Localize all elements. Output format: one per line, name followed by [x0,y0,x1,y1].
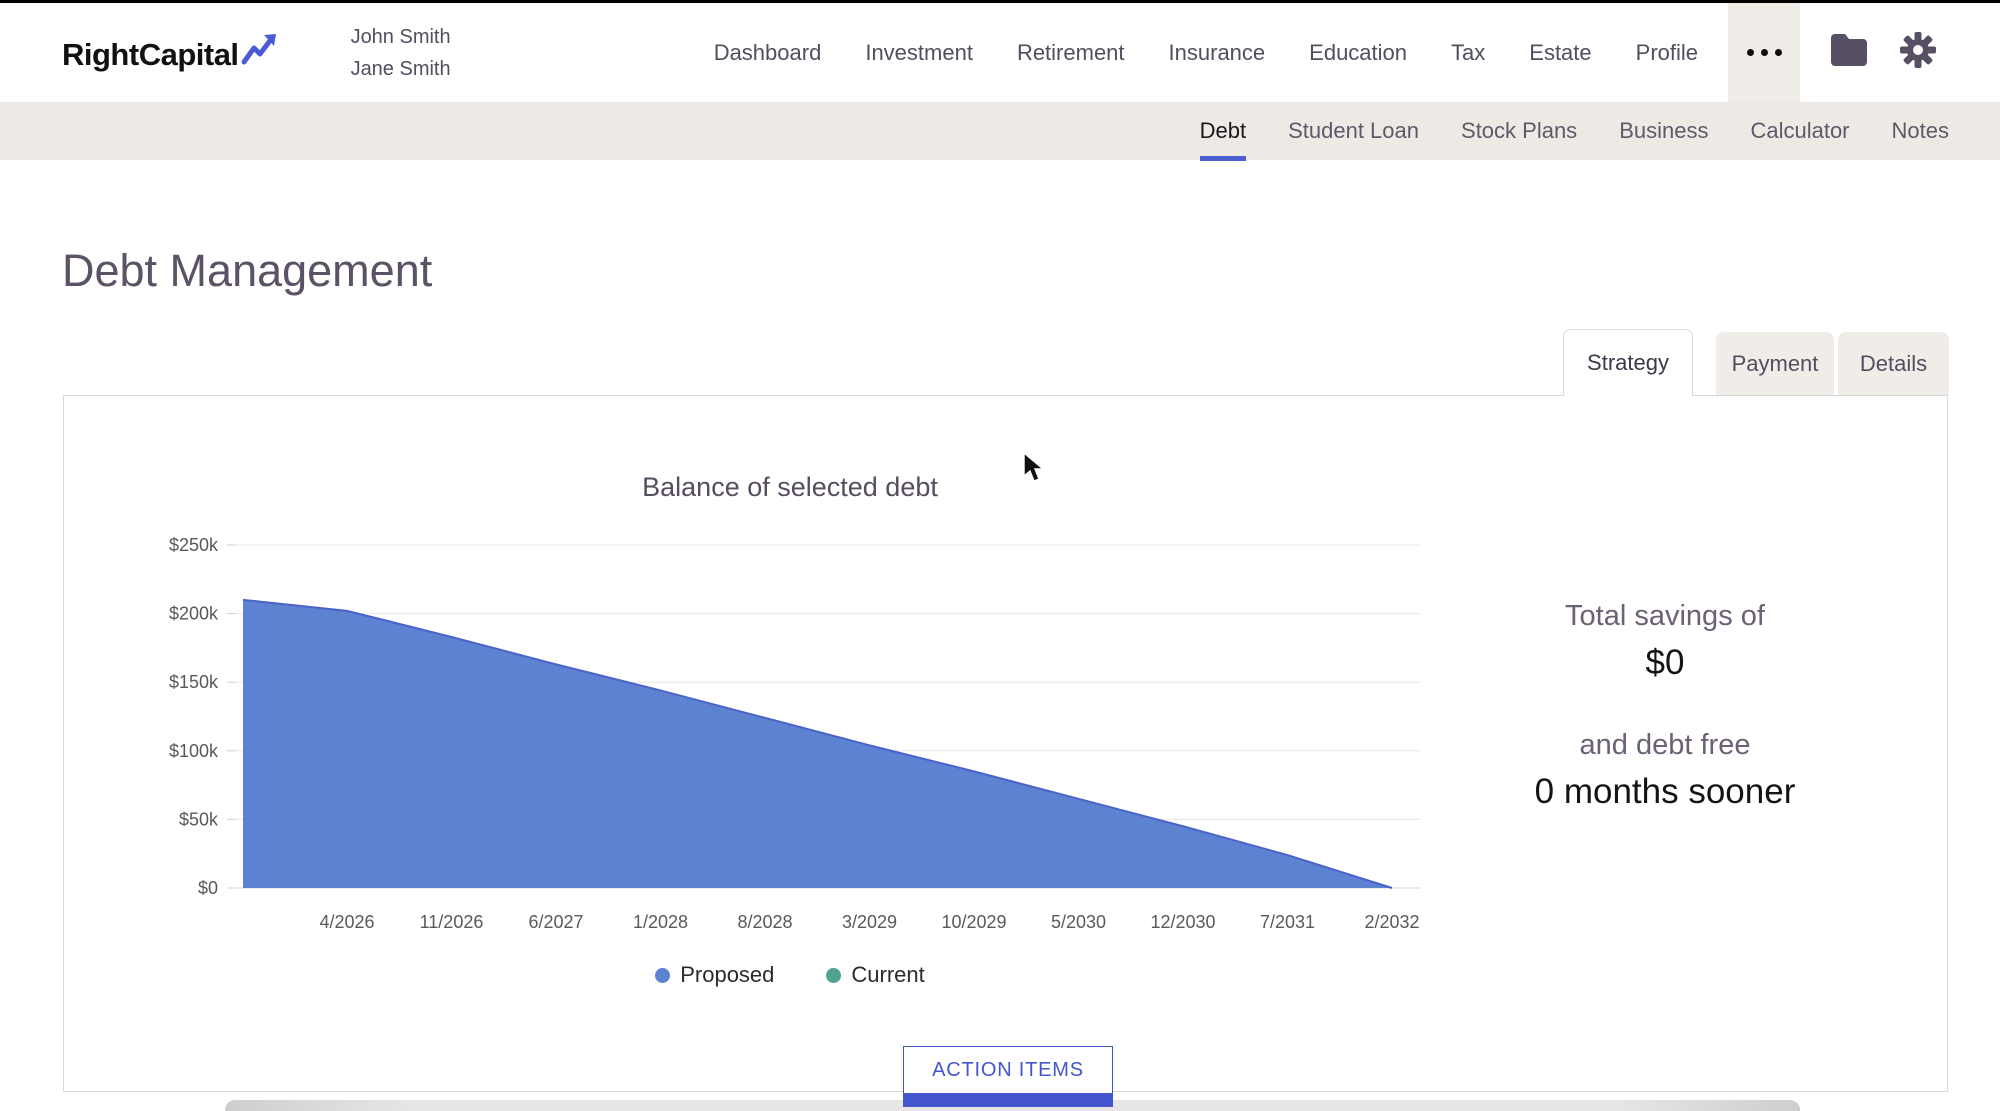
subnav-item-notes[interactable]: Notes [1891,118,1949,143]
summary-months: 0 months sooner [1534,772,1796,811]
legend-item-proposed[interactable]: Proposed [655,962,774,988]
savings-summary: Total savings of $0 and debt free 0 mont… [1440,600,1890,812]
trend-up-arrow-icon [241,32,279,71]
gear-icon [1898,30,1938,75]
rightcapital-logo[interactable]: RightCapital [62,32,279,73]
nav-item-estate[interactable]: Estate [1529,39,1592,65]
svg-text:6/2027: 6/2027 [528,912,583,932]
client-name-1: John Smith [350,25,451,48]
svg-text:4/2026: 4/2026 [319,912,374,932]
summary-amount: $0 [1645,643,1685,682]
svg-text:$50k: $50k [179,809,219,829]
nav-item-retirement[interactable]: Retirement [1016,39,1125,65]
nav-item-profile[interactable]: Profile [1635,39,1698,65]
svg-text:$150k: $150k [169,672,219,692]
current-series-dot [826,967,842,983]
folder-icon [1828,32,1870,73]
svg-text:$100k: $100k [169,741,219,761]
client-selector[interactable]: John Smith Jane Smith [351,21,451,85]
subnav-item-student-loan[interactable]: Student Loan [1288,118,1420,143]
nav-item-dashboard[interactable]: Dashboard [713,39,822,65]
svg-text:$0: $0 [198,878,218,898]
svg-text:5/2030: 5/2030 [1051,912,1106,932]
ellipsis-icon [1746,49,1754,56]
svg-text:3/2029: 3/2029 [842,912,897,932]
legend-label-proposed: Proposed [680,962,775,987]
tab-details[interactable]: Details [1838,332,1949,395]
action-items-button[interactable]: ACTION ITEMS [903,1046,1113,1094]
chart-legend: Proposed Current [140,962,1440,988]
page-title: Debt Management [62,245,433,296]
window-top-edge [0,0,2000,3]
tab-strategy[interactable]: Strategy [1563,329,1693,396]
logo-text: RightCapital [62,37,239,72]
nav-item-investment[interactable]: Investment [865,39,973,65]
debt-balance-area-chart: $250k $200k $150k $100k $50k $0 4/2026 11/2026 6… [169,535,1420,932]
svg-text:$200k: $200k [169,604,219,624]
subnav-item-calculator[interactable]: Calculator [1750,118,1850,143]
proposed-series-dot [655,967,671,983]
nav-item-tax[interactable]: Tax [1451,39,1486,65]
svg-text:10/2029: 10/2029 [941,912,1006,932]
subnav-item-stock-plans[interactable]: Stock Plans [1461,118,1578,143]
tab-payment[interactable]: Payment [1716,332,1834,395]
debt-section-nav: Debt Student Loan Stock Plans Business C… [0,102,2000,161]
chart-title: Balance of selected debt [642,472,938,502]
settings-button[interactable] [1898,30,1938,75]
nav-item-education[interactable]: Education [1309,39,1408,65]
top-navigation-bar: RightCapital John Smith Jane Smith Dashb… [0,3,2000,102]
legend-item-current[interactable]: Current [826,962,925,988]
subnav-item-business[interactable]: Business [1619,118,1709,143]
svg-text:1/2028: 1/2028 [633,912,688,932]
client-name-2: Jane Smith [350,57,451,80]
primary-nav: Dashboard Investment Retirement Insuranc… [714,40,1698,66]
svg-text:8/2028: 8/2028 [737,912,792,932]
summary-line1: Total savings of [1565,600,1765,632]
svg-text:7/2031: 7/2031 [1260,912,1315,932]
action-items-button-base [903,1094,1113,1107]
legend-label-current: Current [851,962,925,987]
summary-line2: and debt free [1579,729,1751,761]
svg-text:$250k: $250k [169,535,219,555]
svg-text:2/2032: 2/2032 [1364,912,1419,932]
svg-text:12/2030: 12/2030 [1150,912,1215,932]
more-menu-button[interactable] [1728,3,1800,102]
svg-text:11/2026: 11/2026 [420,912,484,932]
documents-folder-button[interactable] [1828,32,1870,73]
nav-item-insurance[interactable]: Insurance [1168,39,1266,65]
subnav-item-debt[interactable]: Debt [1199,102,1247,161]
